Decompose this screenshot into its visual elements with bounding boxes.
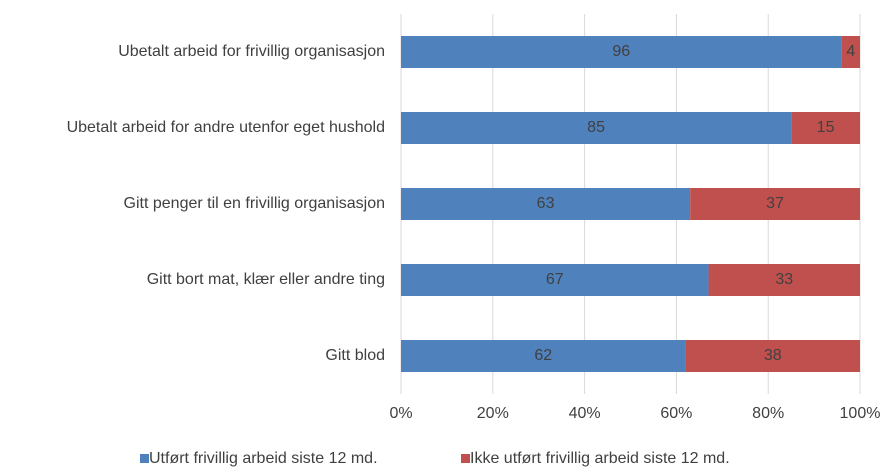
x-tick-label: 100%	[840, 405, 881, 422]
legend-marker	[140, 454, 149, 463]
y-tick-label: Gitt blod	[325, 347, 385, 364]
data-label: 85	[587, 119, 605, 136]
bar	[401, 264, 709, 296]
bar	[685, 340, 860, 372]
y-tick-label: Ubetalt arbeid for andre utenfor eget hu…	[67, 119, 385, 136]
bar	[841, 36, 860, 68]
legend-label: Ikke utført frivillig arbeid siste 12 md…	[470, 450, 730, 467]
bar	[401, 340, 686, 372]
bar	[401, 188, 691, 220]
x-tick-label: 20%	[477, 405, 509, 422]
data-label: 15	[817, 119, 835, 136]
legend-label: Utført frivillig arbeid siste 12 md.	[149, 450, 378, 467]
y-tick-label: Ubetalt arbeid for frivillig organisasjo…	[118, 43, 385, 60]
data-label: 67	[546, 271, 564, 288]
bar	[791, 112, 860, 144]
data-label: 96	[612, 43, 630, 60]
data-label: 62	[534, 347, 552, 364]
x-tick-label: 0%	[389, 405, 412, 422]
data-label: 63	[537, 195, 555, 212]
x-tick-label: 80%	[752, 405, 784, 422]
data-label: 33	[775, 271, 793, 288]
bar	[401, 36, 842, 68]
bar	[401, 112, 792, 144]
y-tick-label: Gitt penger til en frivillig organisasjo…	[124, 195, 385, 212]
data-label: 37	[766, 195, 784, 212]
y-tick-label: Gitt bort mat, klær eller andre ting	[147, 271, 385, 288]
x-tick-label: 40%	[569, 405, 601, 422]
data-label: 38	[764, 347, 782, 364]
legend-marker	[461, 454, 470, 463]
bar	[708, 264, 860, 296]
x-tick-label: 60%	[660, 405, 692, 422]
bar	[690, 188, 860, 220]
data-label: 4	[846, 43, 855, 60]
